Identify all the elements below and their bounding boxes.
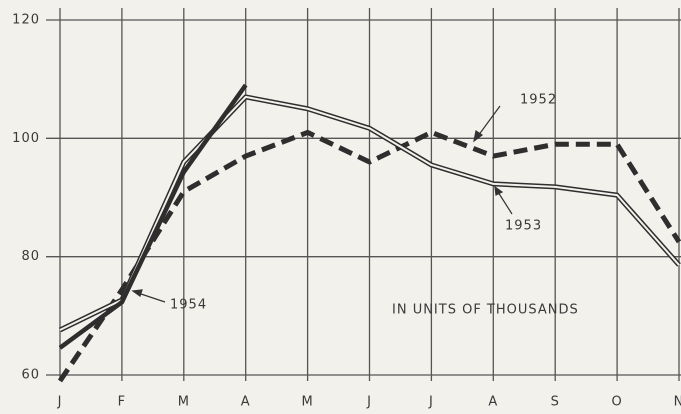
series-line-inner: [59, 95, 680, 331]
annotation-arrows: [131, 105, 513, 303]
series-label: 1953: [505, 219, 542, 234]
y-tick-label: 60: [21, 368, 40, 383]
x-tick-label: M: [301, 395, 313, 410]
y-tick-label: 80: [21, 249, 40, 264]
series-line: [57, 129, 681, 383]
series-line: [58, 83, 248, 350]
x-tick-label: A: [488, 395, 498, 410]
x-tick-label: A: [241, 395, 251, 410]
x-tick-label: F: [118, 395, 126, 410]
x-tick-label: N: [674, 395, 681, 410]
x-tick-label: J: [428, 395, 434, 410]
series-label: 1954: [170, 298, 207, 313]
y-tick-label: 120: [12, 13, 40, 28]
y-tick-label: 100: [12, 131, 40, 146]
annotation: IN UNITS OF THOUSANDS: [392, 303, 579, 318]
x-tick-label: J: [57, 395, 63, 410]
x-tick-label: S: [551, 395, 560, 410]
x-tick-label: M: [178, 395, 190, 410]
x-tick-label: J: [366, 395, 372, 410]
series-label: 1952: [520, 93, 557, 108]
x-tick-label: O: [611, 395, 622, 410]
